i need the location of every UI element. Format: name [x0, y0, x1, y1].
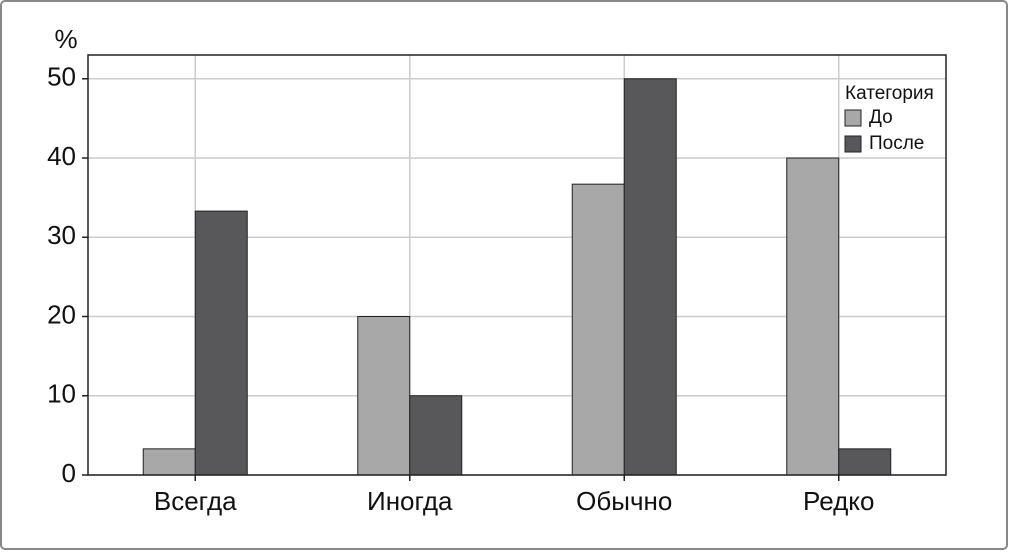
legend-label: До	[869, 107, 893, 128]
y-tick-label: 30	[47, 220, 76, 250]
y-tick-label: 50	[47, 62, 76, 92]
x-tick-label: Редко	[803, 486, 874, 516]
bar	[142, 448, 196, 476]
y-tick-label: 20	[47, 299, 76, 329]
plot-frame	[87, 54, 947, 476]
y-tick-label: 10	[47, 379, 76, 409]
legend-swatch	[844, 109, 862, 127]
bar	[194, 210, 248, 476]
legend-label: После	[869, 133, 924, 154]
legend-title: Категория	[845, 83, 934, 104]
x-tick-label: Всегда	[154, 486, 237, 516]
bar	[623, 78, 677, 476]
x-tick-label: Иногда	[367, 486, 453, 516]
bar	[571, 183, 625, 476]
y-axis-label: %	[54, 24, 77, 54]
legend-swatch	[844, 135, 862, 153]
bar	[357, 316, 411, 476]
y-tick-label: 0	[62, 458, 76, 488]
x-tick-label: Обычно	[576, 486, 672, 516]
bar	[786, 157, 840, 476]
bar	[409, 395, 463, 476]
y-tick-label: 40	[47, 141, 76, 171]
bar	[838, 448, 892, 476]
